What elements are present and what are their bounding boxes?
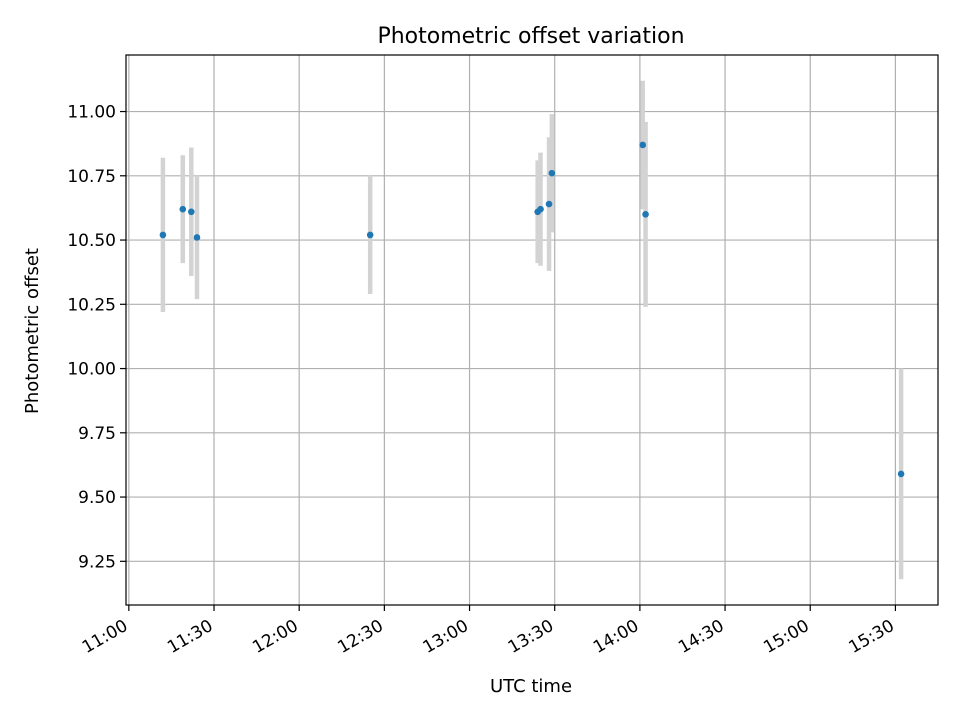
- y-tick-label: 9.50: [78, 488, 116, 508]
- y-tick-label: 9.75: [78, 424, 116, 444]
- y-axis-label: Photometric offset: [22, 248, 43, 414]
- y-tick-label: 10.00: [67, 360, 116, 380]
- data-point: [639, 141, 647, 149]
- y-tick-label: 9.25: [78, 552, 116, 572]
- data-point: [897, 470, 905, 478]
- data-point: [193, 234, 201, 241]
- data-point: [545, 200, 553, 208]
- data-point: [537, 205, 544, 213]
- y-tick-label: 11.00: [67, 103, 116, 123]
- data-point: [179, 205, 187, 213]
- y-tick-label: 10.25: [67, 295, 116, 315]
- plot-area-frame: [125, 54, 939, 606]
- data-point: [366, 231, 374, 239]
- data-point: [159, 231, 167, 239]
- data-point: [188, 208, 195, 216]
- chart-title: Photometric offset variation: [377, 24, 684, 49]
- y-tick-label: 10.75: [67, 167, 116, 187]
- data-point: [642, 211, 649, 218]
- data-point: [548, 169, 556, 177]
- y-axis-ticks: 9.25 9.50 9.75 10.00 10.25 10.50 10.75 11.00: [67, 103, 126, 572]
- grid: [126, 55, 938, 605]
- y-tick-label: 10.50: [67, 231, 116, 251]
- data-points: [159, 141, 905, 478]
- x-axis-label: UTC time: [490, 676, 572, 697]
